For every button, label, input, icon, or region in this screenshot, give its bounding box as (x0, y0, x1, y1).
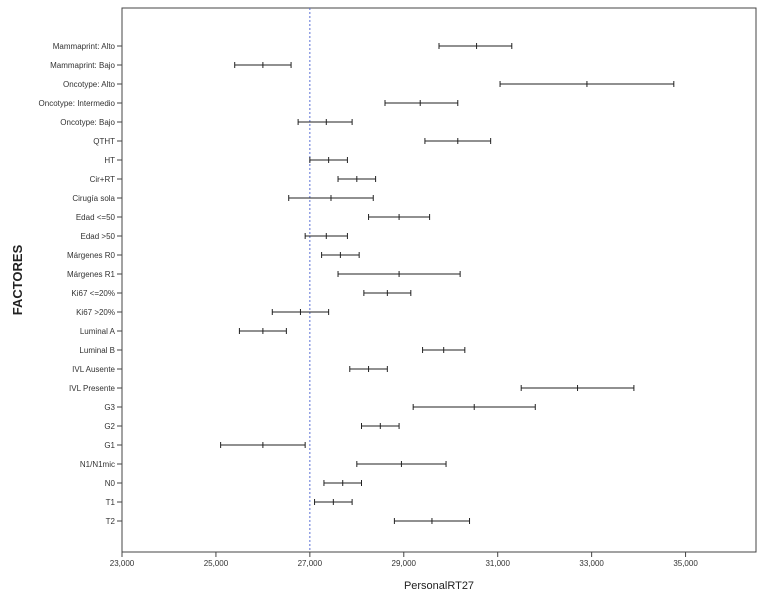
error-bar (271, 309, 330, 315)
category-label: Oncotype: Bajo (60, 118, 115, 127)
x-tick-label: 29,000 (392, 559, 417, 568)
error-bar (220, 442, 306, 448)
error-bars (220, 43, 675, 524)
category-label: N0 (105, 479, 116, 488)
error-bar (323, 480, 363, 486)
error-bar (520, 385, 635, 391)
error-bar (309, 157, 348, 163)
category-label: IVL Ausente (72, 365, 115, 374)
error-bar (422, 347, 466, 353)
error-bar (368, 214, 431, 220)
category-label: Márgenes R0 (67, 251, 116, 260)
error-bar (304, 233, 348, 239)
plot-area (121, 7, 757, 553)
error-bar (337, 176, 377, 182)
error-bar (297, 119, 353, 125)
category-label: QTHT (93, 137, 115, 146)
x-tick-label: 33,000 (579, 559, 604, 568)
error-bar (234, 62, 292, 68)
category-label: T2 (106, 517, 116, 526)
x-tick-label: 31,000 (485, 559, 510, 568)
category-label: Ki67 >20% (76, 308, 115, 317)
category-label: N1/N1mic (80, 460, 115, 469)
category-label: T1 (106, 498, 116, 507)
category-label: Luminal B (79, 346, 115, 355)
category-label: Ki67 <=20% (71, 289, 115, 298)
category-label: Mammaprint: Bajo (50, 61, 115, 70)
category-label: IVL Presente (69, 384, 116, 393)
error-bar (356, 461, 447, 467)
x-tick-label: 35,000 (673, 559, 698, 568)
x-tick-label: 23,000 (110, 559, 135, 568)
error-bar (349, 366, 388, 372)
category-label: Oncotype: Intermedio (39, 99, 116, 108)
error-bar (424, 138, 492, 144)
error-bar (384, 100, 459, 106)
category-label: G1 (104, 441, 115, 450)
error-bar (363, 290, 412, 296)
category-label: Márgenes R1 (67, 270, 116, 279)
category-label: G3 (104, 403, 115, 412)
y-axis: Mammaprint: Alto Mammaprint: Bajo Oncotype… (39, 42, 122, 526)
y-axis-title: FACTORES (10, 244, 25, 315)
x-tick-label: 25,000 (204, 559, 229, 568)
category-label: Cir+RT (90, 175, 116, 184)
error-bar (238, 328, 287, 334)
category-label: G2 (104, 422, 115, 431)
error-bar (321, 252, 360, 258)
category-label: HT (104, 156, 115, 165)
x-axis-title: PersonalRT27 (404, 580, 474, 592)
error-bar (337, 271, 461, 277)
error-bar (499, 81, 675, 87)
x-axis: 23,000 25,000 27,000 29,000 31,000 33,000 35,0… (110, 552, 698, 568)
error-bar (361, 423, 400, 429)
error-bar (438, 43, 513, 49)
error-bar (393, 518, 471, 524)
category-label: Luminal A (80, 327, 116, 336)
category-label: Mammaprint: Alto (53, 42, 116, 51)
error-bar (314, 499, 353, 505)
error-bar (288, 195, 374, 201)
error-bar (412, 404, 536, 410)
category-label: Cirugía sola (72, 194, 115, 203)
category-label: Edad >50 (81, 232, 116, 241)
category-label: Oncotype: Alto (63, 80, 116, 89)
x-tick-label: 27,000 (298, 559, 323, 568)
category-label: Edad <=50 (76, 213, 116, 222)
